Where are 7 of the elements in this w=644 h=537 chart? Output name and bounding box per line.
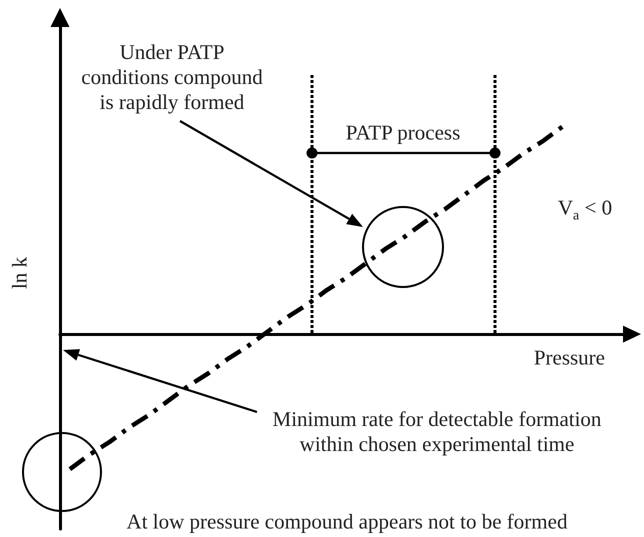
text: At low pressure compound appears not to be formed (126, 510, 568, 534)
annotation: V$_{a}$ < 0 (558, 195, 612, 226)
annotation: PATP process (346, 120, 460, 146)
y-axis-title: ln k (8, 256, 32, 290)
x-axis-title: Pressure (534, 346, 605, 370)
text: Under PATP conditions compound is rapidly formed (80, 40, 264, 115)
annotation: Minimum rate for detectable formation within chosen experimental time (272, 407, 602, 457)
